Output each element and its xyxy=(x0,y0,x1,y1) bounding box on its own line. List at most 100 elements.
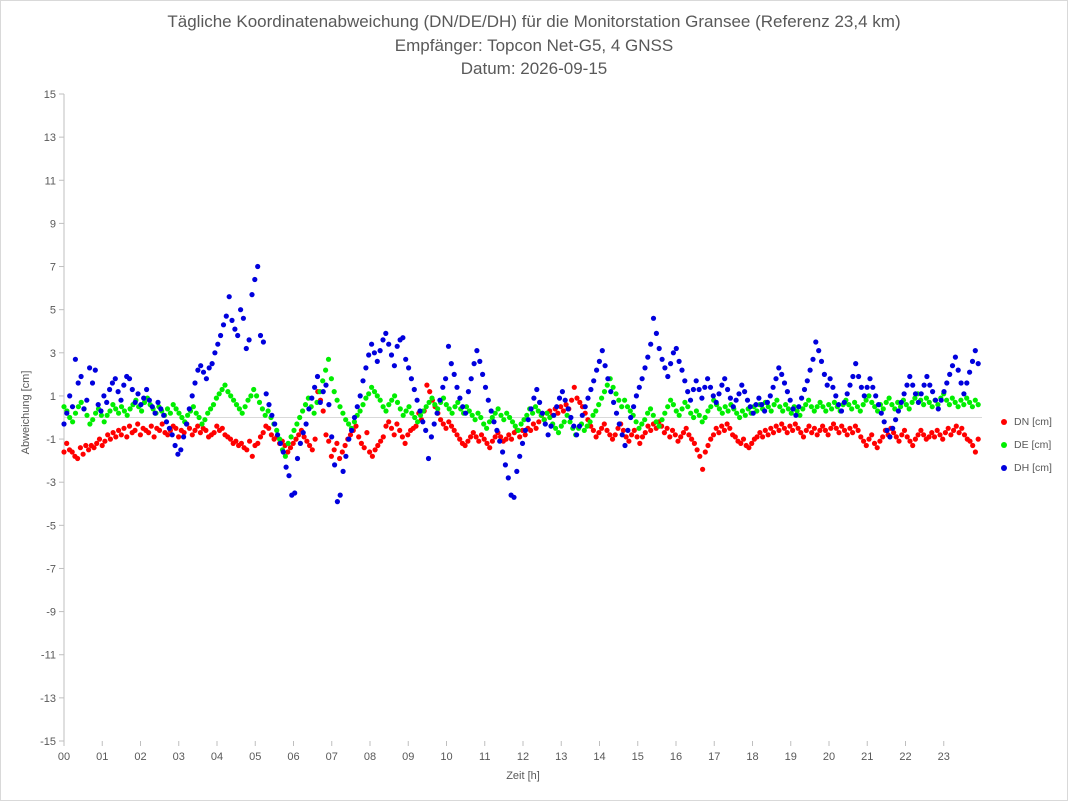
x-tick-label: 04 xyxy=(211,751,223,763)
data-point xyxy=(659,417,665,423)
data-point xyxy=(356,434,362,440)
data-point xyxy=(696,386,702,393)
data-point xyxy=(64,440,70,446)
y-tick-label: 3 xyxy=(50,348,56,360)
data-point xyxy=(768,408,774,414)
data-point xyxy=(744,397,751,403)
data-point xyxy=(109,380,115,386)
data-point xyxy=(406,365,412,371)
data-point xyxy=(757,430,763,436)
data-point xyxy=(863,397,869,403)
data-point xyxy=(259,406,265,412)
data-point xyxy=(645,354,651,360)
data-point xyxy=(500,449,506,455)
data-point xyxy=(893,434,899,440)
data-point xyxy=(328,453,334,459)
data-point xyxy=(825,432,831,438)
data-point xyxy=(642,430,648,436)
data-point xyxy=(779,421,785,427)
data-point xyxy=(138,402,144,408)
data-point xyxy=(975,402,981,408)
data-point xyxy=(811,408,817,414)
data-point xyxy=(340,468,346,474)
data-point xyxy=(806,423,812,429)
data-point xyxy=(266,402,272,408)
data-point xyxy=(676,358,682,364)
data-point xyxy=(434,410,440,416)
x-tick-label: 22 xyxy=(899,751,911,763)
data-point xyxy=(722,404,728,410)
data-point xyxy=(246,337,252,343)
data-point xyxy=(886,395,892,401)
data-point xyxy=(773,376,779,382)
data-point xyxy=(972,397,978,403)
data-point xyxy=(740,436,747,442)
data-point xyxy=(503,436,509,442)
data-point xyxy=(451,427,457,433)
data-point xyxy=(522,427,529,433)
chart-legend: DN [cm] DE [cm] DH [cm] xyxy=(1001,410,1052,479)
data-point xyxy=(156,427,163,433)
data-point xyxy=(173,425,179,431)
data-point xyxy=(662,365,668,371)
data-point xyxy=(291,427,297,433)
data-point xyxy=(904,382,910,388)
data-point xyxy=(571,384,577,390)
data-point xyxy=(358,440,364,446)
data-point xyxy=(602,363,608,369)
data-point xyxy=(833,425,839,431)
data-point xyxy=(924,373,930,380)
data-point xyxy=(656,345,662,352)
data-point xyxy=(290,440,296,446)
data-point xyxy=(282,453,288,459)
data-point xyxy=(599,425,605,431)
data-point xyxy=(331,447,337,453)
data-point xyxy=(137,432,143,438)
data-point xyxy=(196,414,202,421)
data-point xyxy=(92,367,98,373)
data-point xyxy=(961,402,967,408)
data-point xyxy=(351,414,358,421)
chart-title: Tägliche Koordinatenabweichung (DN/DE/DH… xyxy=(167,12,901,31)
data-point xyxy=(492,434,498,440)
data-point xyxy=(286,473,292,479)
data-point xyxy=(343,453,349,459)
data-point xyxy=(275,432,281,438)
data-point xyxy=(337,492,343,498)
y-tick-label: -3 xyxy=(46,477,56,489)
data-point xyxy=(765,432,771,438)
data-point xyxy=(307,442,313,449)
data-point xyxy=(249,292,255,298)
data-point xyxy=(970,442,976,449)
data-point xyxy=(233,402,240,408)
data-point xyxy=(673,345,679,352)
data-point xyxy=(551,412,557,418)
data-point xyxy=(581,427,587,433)
data-point xyxy=(754,434,760,440)
data-point xyxy=(604,427,610,433)
data-point xyxy=(964,380,970,386)
data-point xyxy=(301,434,307,440)
data-point xyxy=(481,436,487,442)
data-point xyxy=(113,434,119,440)
data-point xyxy=(533,425,539,431)
data-point xyxy=(923,395,930,401)
y-tick-label: -13 xyxy=(40,693,56,705)
data-point xyxy=(334,440,340,446)
data-point xyxy=(337,455,343,462)
data-point xyxy=(429,395,435,401)
data-point xyxy=(907,373,913,380)
data-point xyxy=(146,397,152,403)
y-tick-label: -7 xyxy=(46,563,56,575)
y-axis-label: Abweichung [cm] xyxy=(20,371,32,455)
data-point xyxy=(465,438,471,444)
data-point xyxy=(737,414,743,421)
data-point xyxy=(193,410,199,416)
data-point xyxy=(364,430,370,436)
data-point xyxy=(412,414,418,421)
data-point xyxy=(637,440,643,446)
y-tick-label: 5 xyxy=(50,305,56,317)
data-point xyxy=(238,440,244,446)
data-point xyxy=(934,427,940,433)
data-point xyxy=(771,402,777,408)
